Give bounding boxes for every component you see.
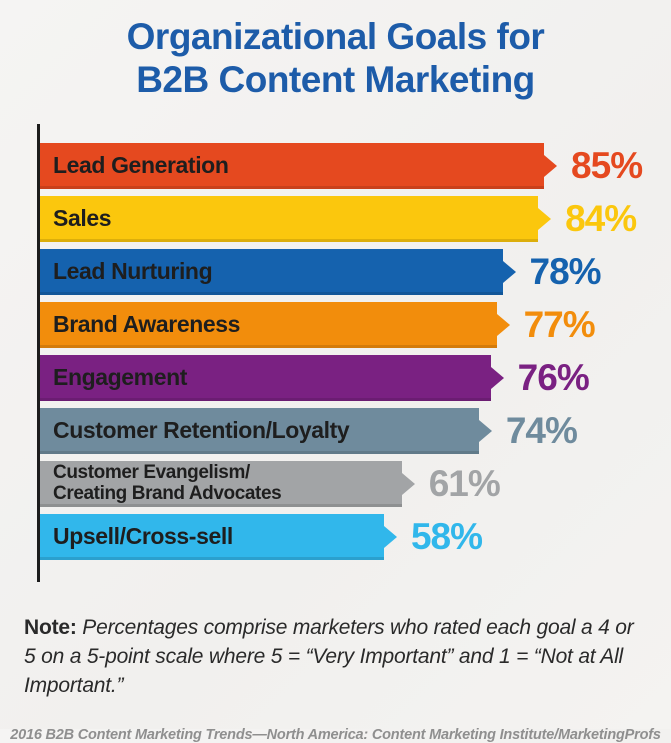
- bar-arrow-icon: [502, 260, 516, 283]
- y-axis-line: [37, 123, 40, 582]
- bar-category-label: Lead Generation: [53, 152, 229, 179]
- bar-row: Upsell/Cross-sell 58%: [40, 513, 671, 560]
- bar-row: Customer Evangelism/ Creating Brand Advo…: [40, 460, 671, 507]
- bar-chart: Lead Generation 85% Sales 84% Lead Nurturing…: [37, 123, 671, 582]
- bar-category-label: Brand Awareness: [53, 311, 241, 338]
- bar-row: Lead Nurturing 78%: [40, 248, 671, 295]
- bar-value-label: 77%: [523, 303, 596, 345]
- bar-value-label: 58%: [410, 515, 483, 557]
- bar-arrow-icon: [383, 525, 397, 548]
- bar-value-label: 85%: [571, 144, 643, 186]
- bars-container: Lead Generation 85% Sales 84% Lead Nurturing…: [37, 124, 671, 582]
- bar-value-label: 78%: [529, 250, 602, 292]
- bar: Lead Generation: [40, 142, 558, 189]
- bar-row: Engagement 76%: [40, 354, 671, 401]
- bar: Customer Evangelism/ Creating Brand Advo…: [40, 460, 415, 507]
- bar: Sales: [40, 195, 552, 242]
- bar: Upsell/Cross-sell: [40, 513, 397, 560]
- footnote: Note: Percentages comprise marketers who…: [24, 614, 647, 701]
- source-credit: 2016 B2B Content Marketing Trends—North …: [10, 726, 661, 743]
- bar-row: Sales 84%: [40, 195, 671, 242]
- bar-category-label: Upsell/Cross-sell: [53, 523, 233, 550]
- bar-value-label: 74%: [505, 409, 578, 451]
- bar-arrow-icon: [478, 419, 492, 442]
- bar-arrow-icon: [401, 472, 415, 495]
- bar-row: Customer Retention/Loyalty 74%: [40, 407, 671, 454]
- bar-category-label: Lead Nurturing: [53, 258, 213, 285]
- bar-value-label: 84%: [565, 197, 637, 239]
- bar-category-label: Customer Retention/Loyalty: [53, 417, 350, 444]
- bar: Engagement: [40, 354, 504, 401]
- bar-arrow-icon: [496, 313, 510, 336]
- bar-value-label: 76%: [517, 356, 590, 398]
- bar-category-label: Customer Evangelism/ Creating Brand Advo…: [53, 462, 282, 504]
- bar: Customer Retention/Loyalty: [40, 407, 492, 454]
- bar-arrow-icon: [538, 207, 552, 230]
- bar-row: Lead Generation 85%: [40, 142, 671, 189]
- bar: Lead Nurturing: [40, 248, 516, 295]
- footnote-text: Percentages comprise marketers who rated…: [24, 615, 634, 697]
- bar-value-label: 61%: [428, 462, 501, 504]
- bar-category-label: Sales: [53, 205, 112, 232]
- bar-category-label: Engagement: [53, 364, 188, 391]
- footnote-label: Note:: [24, 615, 77, 639]
- bar-row: Brand Awareness 77%: [40, 301, 671, 348]
- page-title: Organizational Goals for B2B Content Mar…: [126, 16, 545, 100]
- bar-arrow-icon: [490, 366, 504, 389]
- bar-arrow-icon: [544, 154, 558, 177]
- bar: Brand Awareness: [40, 301, 510, 348]
